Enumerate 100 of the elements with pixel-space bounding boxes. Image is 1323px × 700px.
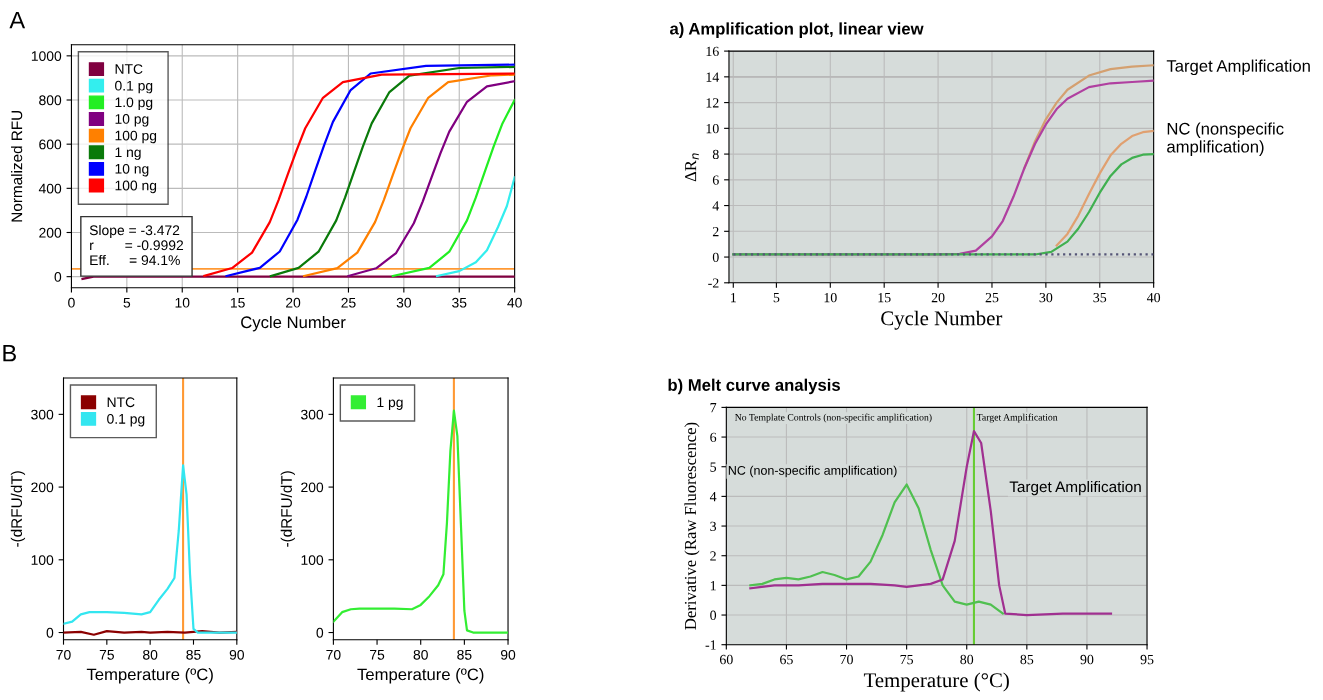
y-tick-label: 5 — [710, 462, 717, 472]
x-tick-label: 5 — [773, 293, 780, 303]
x-tick-label: 80 — [960, 654, 974, 665]
y-tick-label: 6 — [710, 432, 717, 443]
x-tick-label: 30 — [1039, 292, 1053, 303]
y-tick-label: 4 — [709, 492, 717, 502]
chart-title: A — [9, 11, 26, 29]
x-tick-label: 25 — [985, 292, 999, 303]
x-tick-label: 90 — [500, 649, 516, 660]
line-series — [347, 80, 515, 278]
x-tick-label: 85 — [1020, 654, 1034, 665]
line-series — [333, 409, 509, 634]
y-tick-label: 100 — [31, 555, 54, 565]
legend-label: 100 ng — [115, 180, 157, 194]
line-series — [391, 98, 515, 278]
y-tick-label: 300 — [301, 409, 324, 420]
x-tick-label: 40 — [507, 297, 522, 308]
x-tick-label: 85 — [186, 649, 201, 660]
y-tick-label: 8 — [712, 149, 719, 160]
y-tick-label: 200 — [301, 482, 324, 493]
line-series — [303, 73, 515, 278]
y-tick-label: 400 — [38, 183, 62, 194]
y-tick-label: 3 — [710, 521, 717, 532]
x-tick-label: 65 — [780, 654, 793, 665]
x-tick-label: 80 — [143, 649, 158, 660]
x-tick-label: 15 — [230, 297, 245, 308]
y-tick-label: 14 — [706, 72, 720, 82]
annotation: r = -0.9992 — [90, 240, 184, 251]
x-tick-label: 75 — [370, 650, 385, 660]
line-series — [435, 176, 515, 278]
y-tick-label: 2 — [710, 551, 716, 561]
y-tick-label: 800 — [39, 95, 62, 106]
x-tick-label: 60 — [719, 654, 733, 665]
line-series — [63, 464, 237, 634]
annotation: No Template Controls (non-specific amplification) — [735, 413, 932, 423]
y-tick-label: 16 — [706, 46, 719, 57]
y-tick-label: -1 — [705, 640, 716, 650]
x-tick-label: 20 — [286, 297, 301, 308]
text: Target Amplification — [1166, 59, 1310, 76]
y-tick-label: 0 — [54, 271, 62, 282]
x-tick-label: 20 — [931, 292, 945, 303]
x-tick-label: 0 — [68, 297, 75, 308]
x-tick-label: 70 — [56, 649, 71, 660]
x-tick-label: 5 — [123, 297, 131, 308]
legend-label: 1 pg — [377, 397, 403, 410]
legend-label: 10 pg — [115, 114, 149, 127]
x-tick-label: 85 — [457, 649, 472, 660]
x-tick-label: 10 — [175, 297, 190, 308]
legend-label: 100 pg — [115, 130, 157, 144]
chart-title: b) Melt curve analysis — [668, 378, 840, 395]
y-tick-label: 1 — [710, 581, 716, 591]
legend-label: 1.0 pg — [115, 97, 153, 110]
y-tick-label: -2 — [708, 278, 719, 288]
y-tick-label: 10 — [706, 123, 719, 134]
x-tick-label: 80 — [413, 649, 428, 660]
y-tick-label: 7 — [710, 403, 717, 413]
legend-label: 0.1 pg — [107, 413, 145, 427]
y-tick-label: 600 — [39, 139, 62, 150]
annotation: Slope = -3.472 — [89, 224, 180, 238]
legend-label: NTC — [115, 64, 143, 74]
text: NC (nonspecific amplification) — [1167, 122, 1284, 156]
x-tick-label: 1 — [731, 292, 736, 303]
chart-title: B — [3, 345, 16, 362]
x-tick-label: 15 — [878, 292, 891, 303]
x-axis-title: Cycle Number — [241, 315, 346, 332]
y-axis-title: ΔR$_{n}$ — [685, 153, 699, 182]
x-axis-title: Temperature (ºC) — [357, 668, 484, 684]
x-tick-label: 35 — [1093, 292, 1107, 303]
y-tick-label: 4 — [712, 201, 720, 211]
x-tick-label: 75 — [99, 650, 114, 660]
y-tick-label: 6 — [712, 175, 719, 185]
line-series — [269, 65, 515, 278]
x-tick-label: 30 — [396, 297, 412, 308]
x-tick-label: 95 — [1140, 654, 1154, 665]
y-axis-title: Normalized RFU — [11, 110, 23, 222]
y-tick-label: 0 — [710, 610, 717, 620]
x-axis-title: Cycle Number — [881, 310, 1003, 330]
x-tick-label: 35 — [452, 297, 467, 308]
line-series — [732, 152, 1154, 256]
x-tick-label: 70 — [840, 654, 853, 665]
legend-label: 10 ng — [115, 163, 149, 177]
annotation: Target Amplification — [976, 413, 1058, 423]
chart-title: a) Amplification plot, linear view — [670, 22, 924, 38]
x-tick-label: 10 — [824, 292, 837, 303]
y-tick-label: 0 — [316, 627, 324, 638]
y-axis-title: -(dRFU/dT) — [280, 471, 295, 547]
x-tick-label: 90 — [1080, 654, 1094, 665]
y-axis-title: Derivative (Raw Fluorescence) — [684, 422, 700, 630]
y-tick-label: 12 — [706, 98, 719, 108]
y-tick-label: 200 — [31, 482, 54, 493]
x-axis-title: Temperature (ºC) — [86, 668, 213, 684]
x-tick-label: 90 — [229, 649, 244, 660]
y-axis-title: -(dRFU/dT) — [10, 471, 26, 547]
legend-label: 1 ng — [115, 147, 141, 160]
legend-label: NTC — [107, 397, 135, 408]
x-axis-title: Temperature (°C) — [863, 672, 1009, 692]
line-series — [1055, 129, 1154, 247]
legend-label: 0.1 pg — [115, 80, 153, 94]
x-tick-label: 75 — [900, 654, 914, 665]
y-tick-label: 2 — [712, 226, 719, 237]
